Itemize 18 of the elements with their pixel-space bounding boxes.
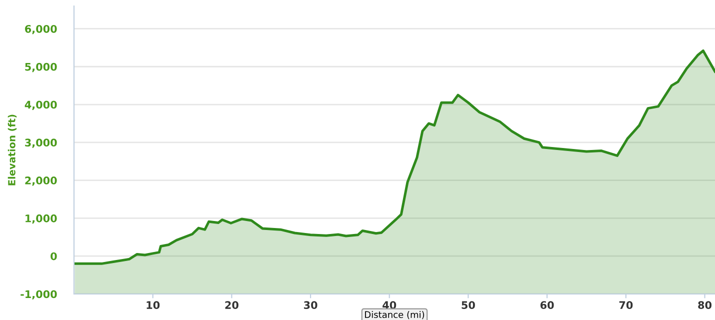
y-axis-title: Elevation (ft): [8, 114, 17, 186]
x-tick-label: 60: [540, 301, 554, 310]
y-tick-label: 2,000: [25, 176, 57, 186]
x-tick-label: 50: [462, 301, 475, 310]
y-tick-label: 5,000: [25, 62, 57, 72]
y-tick-label: 6,000: [25, 24, 57, 34]
y-tick-label: 0: [50, 252, 57, 260]
x-tick-label: 80: [698, 301, 712, 310]
x-tick-label: 20: [225, 301, 238, 310]
y-tick-label: 4,000: [24, 100, 57, 110]
x-tick-label: 40: [382, 301, 396, 310]
x-tick-label: 30: [304, 301, 318, 310]
x-tick-label: 70: [619, 301, 633, 310]
x-tick-label: 10: [146, 301, 160, 310]
x-axis-title: Distance (mi): [365, 311, 424, 320]
y-tick-label: -1,000: [20, 290, 57, 300]
y-tick-label: 3,000: [25, 138, 57, 148]
y-tick-label: 1,000: [26, 214, 57, 224]
